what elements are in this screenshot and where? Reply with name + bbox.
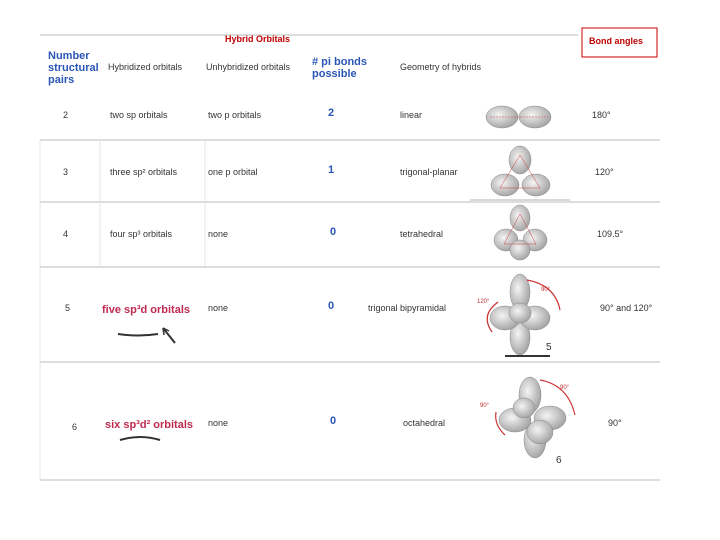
unhybridized: one p orbital	[208, 167, 258, 177]
pi-bonds: 0	[328, 300, 335, 312]
geometry: trigonal bipyramidal	[368, 303, 447, 313]
table-lines	[39, 34, 660, 481]
diagram-label: 90°	[560, 385, 570, 391]
diagram-label: 6	[556, 455, 562, 466]
hybridized: two sp orbitals	[110, 110, 168, 120]
unhybridized: none	[208, 418, 229, 428]
bond-angle: 90°	[608, 418, 622, 428]
hybridized: six sp³d² orbitals	[105, 419, 194, 431]
unhybridized: none	[208, 303, 229, 313]
bond-angle: 109.5°	[597, 229, 624, 239]
pi-bonds: 2	[328, 107, 335, 119]
unhybridized: two p orbitals	[208, 110, 262, 120]
title: Hybrid Orbitals	[225, 34, 291, 44]
geometry: trigonal-planar	[400, 167, 458, 177]
bond-angles-heading: Bond angles	[589, 36, 644, 46]
pair-count: 4	[63, 229, 69, 239]
geometry: tetrahedral	[400, 229, 444, 239]
diagram-label: 120°	[477, 299, 490, 305]
diagram-label: 90°	[541, 287, 551, 293]
annotations	[117, 327, 176, 441]
bipyramidal-orbital	[486, 273, 561, 357]
pair-count: 6	[72, 422, 78, 432]
column-header: Unhybridized orbitals	[206, 62, 291, 72]
pair-count: 5	[65, 303, 71, 313]
linear-orbital	[485, 105, 552, 129]
hybridized: four sp³ orbitals	[110, 229, 173, 239]
pair-count: 2	[63, 110, 69, 120]
unhybridized: none	[208, 229, 229, 239]
hybridized: five sp³d orbitals	[102, 304, 191, 316]
bond-angle: 120°	[595, 167, 614, 177]
geometry: linear	[400, 110, 423, 120]
column-header: Number structural pairs	[48, 50, 99, 87]
column-header: Geometry of hybrids	[400, 62, 482, 72]
trigonal-orbital	[470, 145, 570, 201]
pi-bonds: 0	[330, 415, 337, 427]
geometry: octahedral	[403, 418, 446, 428]
column-header: Hybridized orbitals	[108, 62, 183, 72]
hybridized: three sp² orbitals	[110, 167, 178, 177]
diagram-label: 90°	[480, 403, 490, 409]
bond-angles-box	[581, 27, 658, 58]
bond-angle: 180°	[592, 110, 611, 120]
pi-bonds: 1	[328, 164, 335, 176]
column-header: # pi bonds possible	[312, 56, 367, 81]
bond-angle: 90° and 120°	[600, 303, 653, 313]
tetrahedral-orbital	[493, 204, 548, 261]
pi-bonds: 0	[330, 226, 337, 238]
octahedral-orbital	[495, 376, 576, 459]
pair-count: 3	[63, 167, 69, 177]
diagram-label: 5	[546, 342, 552, 353]
